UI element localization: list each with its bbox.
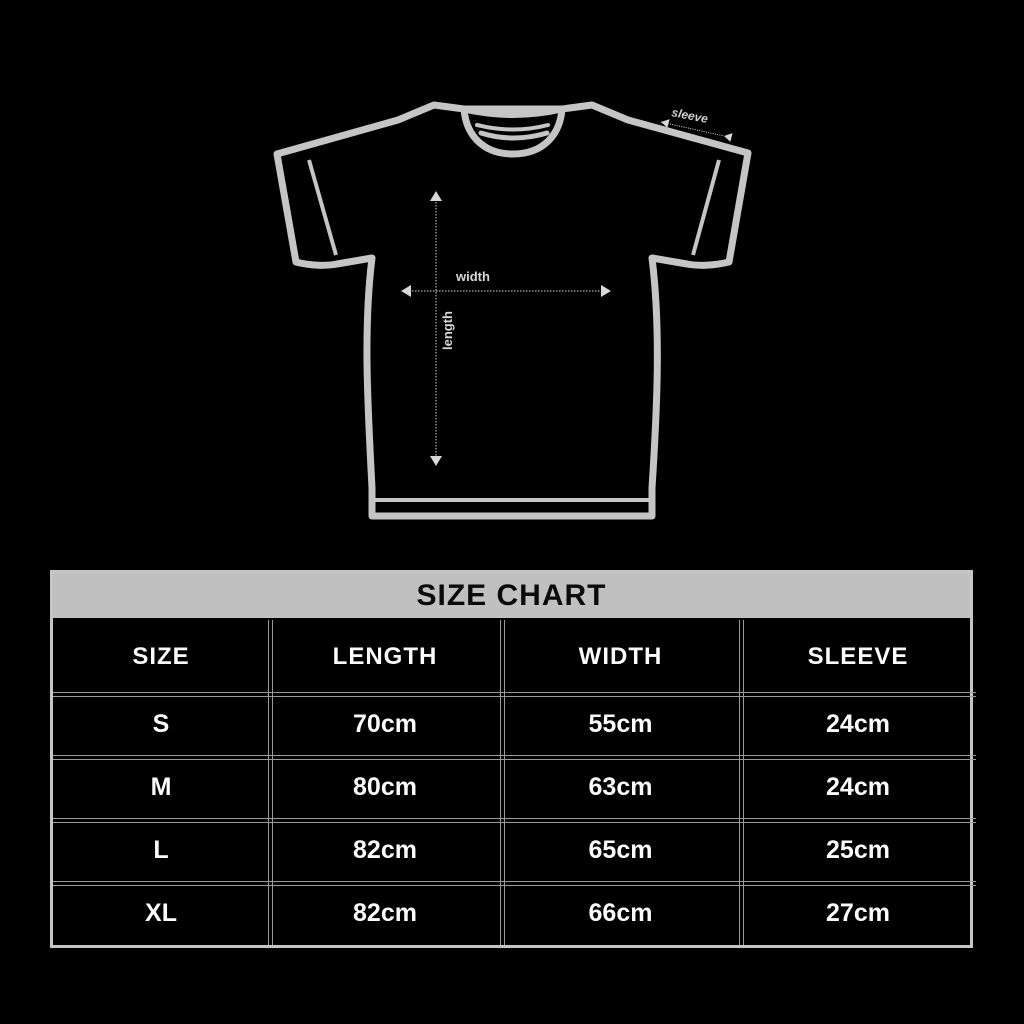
svg-text:length: length (440, 311, 455, 350)
svg-text:width: width (455, 269, 490, 284)
